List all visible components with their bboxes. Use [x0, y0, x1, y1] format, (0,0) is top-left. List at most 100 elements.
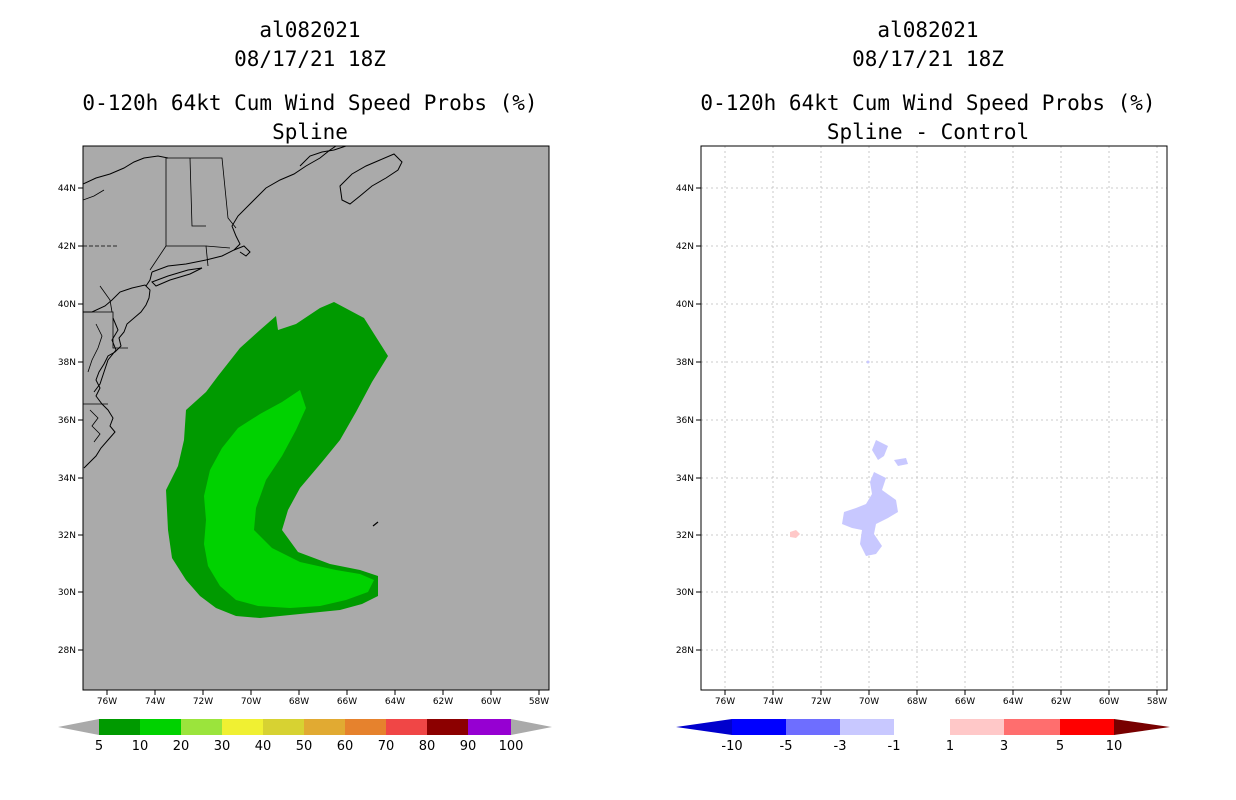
- colorbar-label: 70: [378, 739, 395, 754]
- lat-label: 44N: [676, 184, 694, 194]
- right-title-product: 0-120h 64kt Cum Wind Speed Probs (%): [700, 91, 1156, 115]
- left-map-frame: [82, 145, 550, 691]
- right-title-method: Spline - Control: [826, 120, 1030, 144]
- colorbar-label: -1: [888, 739, 901, 754]
- lon-label: 74W: [763, 697, 783, 707]
- lon-label: 76W: [97, 697, 117, 707]
- lat-label: 38N: [58, 358, 76, 368]
- colorbar-label: 80: [419, 739, 436, 754]
- colorbar-label: 10: [1106, 739, 1123, 754]
- diff-negative-region-main: [842, 472, 898, 556]
- colorbar-swatch: [140, 719, 181, 735]
- lat-label: 44N: [58, 184, 76, 194]
- right-map-background: [701, 146, 1167, 690]
- colorbar-swatch: [786, 719, 840, 735]
- lat-label: 36N: [676, 416, 694, 426]
- colorbar-label: -5: [780, 739, 793, 754]
- diff-positive-region: [790, 530, 800, 538]
- colorbar-swatch: [304, 719, 345, 735]
- lon-label: 68W: [907, 697, 927, 707]
- lon-label: 76W: [715, 697, 735, 707]
- colorbar-swatch: [1060, 719, 1114, 735]
- lat-label: 38N: [676, 358, 694, 368]
- lat-label: 36N: [58, 416, 76, 426]
- colorbar-high-arrow: [511, 719, 552, 735]
- lat-label: 30N: [58, 588, 76, 598]
- colorbar-swatch: [950, 719, 1004, 735]
- right-map-frame: [700, 145, 1168, 691]
- colorbar-label: -3: [834, 739, 847, 754]
- colorbar-swatch: [427, 719, 468, 735]
- left-colorbar: 5 10 20 30 40 50 60 70 80 90 100: [58, 719, 552, 754]
- colorbar-label: 100: [499, 739, 524, 754]
- lat-label: 34N: [58, 474, 76, 484]
- colorbar-low-arrow: [676, 719, 732, 735]
- colorbar-swatch: [468, 719, 511, 735]
- lon-label: 60W: [481, 697, 501, 707]
- lon-label: 62W: [1051, 697, 1071, 707]
- colorbar-swatch: [99, 719, 140, 735]
- colorbar-label: 10: [132, 739, 149, 754]
- right-lat-axis: 44N 42N 40N 38N 36N 34N 32N 30N 28N: [676, 184, 701, 656]
- right-title-date: 08/17/21 18Z: [852, 47, 1004, 71]
- lat-label: 32N: [676, 531, 694, 541]
- lon-label: 72W: [193, 697, 213, 707]
- lat-label: 42N: [58, 242, 76, 252]
- colorbar-swatch: [386, 719, 427, 735]
- colorbar-label: 20: [173, 739, 190, 754]
- lat-label: 32N: [58, 531, 76, 541]
- colorbar-swatch: [894, 719, 950, 735]
- lon-label: 60W: [1099, 697, 1119, 707]
- left-title-product: 0-120h 64kt Cum Wind Speed Probs (%): [82, 91, 538, 115]
- lon-label: 58W: [529, 697, 549, 707]
- lon-label: 68W: [289, 697, 309, 707]
- left-title-date: 08/17/21 18Z: [234, 47, 386, 71]
- left-title-storm: al082021: [259, 18, 361, 42]
- left-lon-axis: 76W 74W 72W 70W 68W 66W 64W 62W 60W 58W: [97, 690, 549, 707]
- colorbar-label: 3: [1000, 739, 1008, 754]
- lon-label: 64W: [385, 697, 405, 707]
- lon-label: 70W: [859, 697, 879, 707]
- colorbar-swatch: [222, 719, 263, 735]
- colorbar-label: 30: [214, 739, 231, 754]
- colorbar-swatch: [840, 719, 894, 735]
- prob-10-region: [204, 390, 374, 608]
- lon-label: 66W: [337, 697, 357, 707]
- lon-label: 72W: [811, 697, 831, 707]
- diff-negative-region-east: [894, 458, 908, 466]
- right-lon-axis: 76W 74W 72W 70W 68W 66W 64W 62W 60W 58W: [715, 690, 1167, 707]
- left-lat-axis: 44N 42N 40N 38N 36N 34N 32N 30N 28N: [58, 184, 83, 656]
- colorbar-low-arrow: [58, 719, 99, 735]
- lat-label: 28N: [58, 646, 76, 656]
- colorbar-swatch: [181, 719, 222, 735]
- lon-label: 74W: [145, 697, 165, 707]
- lon-label: 64W: [1003, 697, 1023, 707]
- right-grid: [701, 146, 1167, 690]
- lat-label: 40N: [58, 300, 76, 310]
- right-map-panel: [700, 145, 1168, 691]
- colorbar-swatch: [345, 719, 386, 735]
- lat-label: 34N: [676, 474, 694, 484]
- colorbar-label: 5: [1056, 739, 1064, 754]
- lon-label: 66W: [955, 697, 975, 707]
- lon-label: 70W: [241, 697, 261, 707]
- colorbar-label: 5: [95, 739, 103, 754]
- colorbar-swatch: [732, 719, 786, 735]
- right-title-storm: al082021: [877, 18, 979, 42]
- right-colorbar: -10 -5 -3 -1 1 3 5 10: [676, 719, 1170, 754]
- diff-negative-dot: [866, 360, 870, 364]
- colorbar-label: 1: [946, 739, 954, 754]
- colorbar-label: 90: [460, 739, 477, 754]
- lat-label: 40N: [676, 300, 694, 310]
- lat-label: 42N: [676, 242, 694, 252]
- colorbar-swatch: [263, 719, 304, 735]
- colorbar-label: -10: [721, 739, 742, 754]
- colorbar-label: 40: [255, 739, 272, 754]
- lon-label: 58W: [1147, 697, 1167, 707]
- colorbar-high-arrow: [1114, 719, 1170, 735]
- lon-label: 62W: [433, 697, 453, 707]
- colorbar-swatch: [1004, 719, 1060, 735]
- lat-label: 28N: [676, 646, 694, 656]
- diff-negative-region-north: [872, 440, 888, 460]
